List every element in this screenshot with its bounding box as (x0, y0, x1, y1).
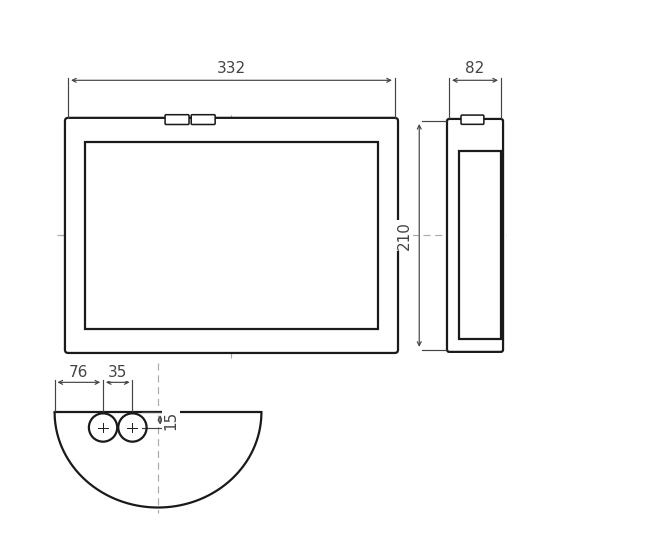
Text: 35: 35 (108, 365, 128, 380)
Text: 15: 15 (163, 410, 179, 429)
Text: 332: 332 (217, 61, 246, 76)
FancyBboxPatch shape (165, 115, 189, 125)
FancyBboxPatch shape (191, 115, 215, 125)
Text: 210: 210 (397, 221, 411, 250)
Text: 82: 82 (465, 61, 485, 76)
Bar (459, 151, 501, 339)
FancyBboxPatch shape (447, 119, 503, 352)
FancyBboxPatch shape (65, 118, 398, 353)
Bar (84, 142, 378, 329)
Text: 76: 76 (69, 365, 89, 380)
FancyBboxPatch shape (461, 115, 484, 124)
